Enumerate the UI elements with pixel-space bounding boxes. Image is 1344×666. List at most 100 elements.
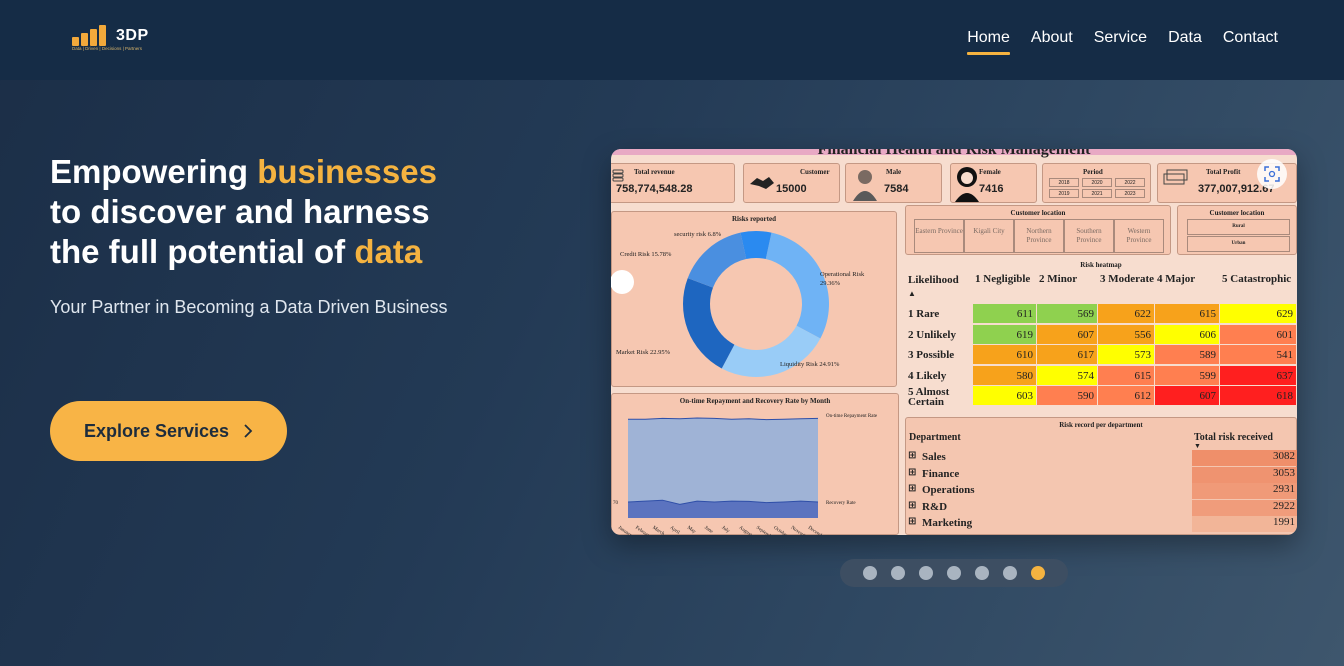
heatmap-cell: 619	[973, 324, 1037, 345]
period-year-option[interactable]: 2021	[1082, 189, 1112, 198]
kpi-label: Female	[979, 168, 1001, 176]
table-row[interactable]: ⊞ R&D 2922	[906, 499, 1297, 516]
customer-location-panel: Customer location Eastern Province Kigali…	[905, 205, 1171, 255]
donut-label: Credit Risk 15.78%	[620, 251, 672, 258]
site-header: 3DP Data | Driven | Decisions | Partners…	[0, 0, 1344, 80]
repayment-chart-panel: On-time Repayment and Recovery Rate by M…	[611, 393, 899, 535]
donut-label: Market Risk 22.95%	[616, 349, 671, 356]
dept-col-header: Department	[909, 432, 961, 443]
logo[interactable]: 3DP Data | Driven | Decisions | Partners	[72, 24, 172, 54]
heatmap-col: 2 Minor	[1039, 273, 1078, 285]
donut-slice[interactable]	[740, 231, 772, 260]
x-tick-label: March	[651, 526, 665, 535]
donut-slice[interactable]	[683, 278, 735, 369]
kpi-customer: Customer 15000	[743, 163, 840, 203]
nav-data[interactable]: Data	[1168, 29, 1202, 46]
carousel-dot[interactable]	[1031, 566, 1045, 580]
kpi-female: Female 7416	[950, 163, 1037, 203]
period-year-option[interactable]: 2018	[1049, 178, 1079, 187]
sort-arrow-icon: ▲	[908, 289, 916, 298]
donut-slice[interactable]	[721, 325, 821, 377]
location-type-urban[interactable]: Urban	[1187, 236, 1290, 252]
heatmap-cell: 618	[1220, 386, 1297, 406]
expand-icon[interactable]: ⊞	[908, 516, 917, 527]
location-type-panel: Customer location Rural Urban	[1177, 205, 1297, 255]
x-tick-label: April	[669, 526, 681, 535]
heatmap-cell: 617	[1037, 345, 1098, 365]
nav-contact[interactable]: Contact	[1222, 29, 1278, 46]
province-option[interactable]: Southern Province	[1064, 219, 1114, 253]
department-risk-value: 1991	[1192, 516, 1297, 532]
carousel-dot[interactable]	[1003, 566, 1017, 580]
logo-bars-icon	[72, 24, 106, 46]
province-option[interactable]: Eastern Province	[914, 219, 964, 253]
donut-slice[interactable]	[687, 232, 747, 288]
panel-title: Risks reported	[731, 215, 776, 223]
expand-icon[interactable]: ⊞	[908, 450, 917, 461]
series-label: On-time Repayment Rate	[826, 414, 878, 419]
logo-text: 3DP	[116, 27, 149, 44]
department-name: Finance	[922, 467, 960, 480]
kpi-total-revenue: Total revenue 758,774,548.28	[611, 163, 735, 203]
period-year-option[interactable]: 2023	[1115, 189, 1145, 198]
carousel-dot[interactable]	[975, 566, 989, 580]
logo-tagline: Data | Driven | Decisions | Partners	[72, 46, 143, 51]
female-avatar-icon	[955, 167, 979, 202]
department-name: Operations	[922, 484, 975, 496]
expand-icon[interactable]: ⊞	[908, 499, 917, 511]
department-name: Sales	[922, 451, 946, 463]
heatmap-cell: 629	[1220, 304, 1297, 324]
carousel-dot[interactable]	[947, 566, 961, 580]
kpi-period: Period 2018 2020 2022 2019 2021 2023	[1042, 163, 1151, 203]
donut-slice[interactable]	[765, 232, 829, 339]
coins-icon	[612, 169, 624, 182]
expand-icon[interactable]: ⊞	[908, 466, 917, 478]
nav-home[interactable]: Home	[967, 29, 1010, 55]
x-tick-label: February	[634, 526, 652, 535]
department-risk-value: 3082	[1192, 450, 1297, 466]
heatmap-cell: 615	[1098, 365, 1155, 386]
x-tick-label: June	[703, 526, 714, 535]
period-year-option[interactable]: 2019	[1049, 189, 1079, 198]
heatmap-cell: 599	[1155, 365, 1220, 386]
carousel-dot[interactable]	[919, 566, 933, 580]
kpi-value: 7416	[979, 183, 1004, 195]
heatmap-cell: 590	[1037, 386, 1098, 406]
table-row[interactable]: ⊞ Marketing 1991	[906, 516, 1297, 532]
kpi-value: 758,774,548.28	[616, 183, 693, 195]
heatmap-cell: 611	[973, 304, 1037, 324]
hero-title-part: Empowering	[50, 153, 258, 190]
heatmap-cell: 610	[973, 345, 1037, 365]
heatmap-corner: Likelihood	[908, 274, 959, 286]
heatmap-cell: 606	[1155, 324, 1220, 345]
table-row[interactable]: ⊞ Operations 2931	[906, 483, 1297, 499]
department-risk-value: 3053	[1192, 466, 1297, 483]
nav-service[interactable]: Service	[1093, 29, 1148, 46]
kpi-label: Period	[1083, 168, 1103, 176]
department-risk-panel: Risk record per department Department To…	[905, 417, 1297, 535]
zoom-button[interactable]	[1257, 159, 1287, 189]
hero-title-part: the full potential of	[50, 233, 355, 270]
explore-services-button[interactable]: Explore Services	[50, 401, 287, 461]
nav-about[interactable]: About	[1030, 29, 1073, 46]
period-year-option[interactable]: 2020	[1082, 178, 1112, 187]
kpi-label: Customer	[800, 168, 830, 176]
hero-subtitle: Your Partner in Becoming a Data Driven B…	[50, 297, 448, 317]
province-option[interactable]: Kigali City	[964, 219, 1014, 253]
carousel-dot[interactable]	[891, 566, 905, 580]
heatmap-row-label: 2 Unlikely	[908, 328, 956, 341]
province-option[interactable]: Northern Province	[1014, 219, 1064, 253]
sort-desc-icon: ▼	[1194, 442, 1201, 450]
heatmap-cell: 607	[1037, 324, 1098, 345]
period-year-option[interactable]: 2022	[1115, 178, 1145, 187]
table-row[interactable]: ⊞ Sales 3082	[906, 450, 1297, 466]
expand-icon[interactable]: ⊞	[908, 483, 917, 494]
province-option[interactable]: Western Province	[1114, 219, 1164, 253]
y-tick-label: 70	[613, 501, 619, 506]
location-type-rural[interactable]: Rural	[1187, 219, 1290, 235]
table-row[interactable]: ⊞ Finance 3053	[906, 466, 1297, 483]
x-tick-label: May	[686, 526, 697, 535]
risks-donut-chart: Operational Risk 29.36% Liquidity Risk 24.…	[616, 231, 865, 377]
kpi-label: Total revenue	[634, 168, 675, 176]
carousel-dot[interactable]	[863, 566, 877, 580]
